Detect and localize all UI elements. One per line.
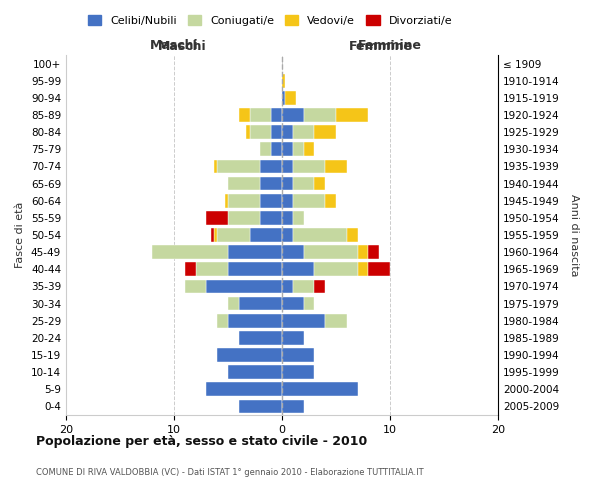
Bar [368, 246, 379, 259]
Bar [347, 228, 358, 242]
Bar [260, 176, 282, 190]
Bar [358, 262, 368, 276]
Bar [282, 382, 358, 396]
Bar [293, 211, 304, 224]
Bar [293, 228, 347, 242]
Bar [282, 160, 293, 173]
Bar [228, 176, 260, 190]
Text: Maschi: Maschi [149, 38, 199, 52]
Bar [247, 126, 250, 139]
Bar [282, 366, 314, 379]
Bar [282, 296, 304, 310]
Bar [225, 194, 228, 207]
Bar [214, 160, 217, 173]
Bar [282, 400, 304, 413]
Bar [282, 280, 293, 293]
Text: Femmine: Femmine [358, 38, 422, 52]
Bar [304, 296, 314, 310]
Bar [260, 142, 271, 156]
Bar [325, 160, 347, 173]
Bar [228, 194, 260, 207]
Bar [271, 142, 282, 156]
Bar [304, 108, 336, 122]
Text: Maschi: Maschi [158, 40, 207, 52]
Bar [217, 314, 228, 328]
Text: Femmine: Femmine [349, 40, 413, 52]
Bar [271, 108, 282, 122]
Bar [185, 280, 206, 293]
Bar [282, 211, 293, 224]
Bar [293, 194, 325, 207]
Bar [228, 366, 282, 379]
Bar [206, 382, 282, 396]
Bar [239, 108, 250, 122]
Bar [271, 126, 282, 139]
Bar [217, 228, 250, 242]
Bar [314, 262, 358, 276]
Bar [282, 108, 304, 122]
Bar [293, 280, 314, 293]
Bar [206, 211, 228, 224]
Bar [217, 160, 260, 173]
Bar [282, 228, 293, 242]
Bar [336, 108, 368, 122]
Text: Popolazione per età, sesso e stato civile - 2010: Popolazione per età, sesso e stato civil… [36, 435, 367, 448]
Bar [368, 262, 390, 276]
Bar [282, 194, 293, 207]
Bar [293, 142, 304, 156]
Y-axis label: Anni di nascita: Anni di nascita [569, 194, 579, 276]
Bar [282, 176, 293, 190]
Bar [285, 91, 296, 104]
Bar [282, 91, 285, 104]
Bar [250, 228, 282, 242]
Bar [282, 262, 314, 276]
Bar [282, 331, 304, 344]
Bar [239, 296, 282, 310]
Bar [228, 262, 282, 276]
Bar [325, 194, 336, 207]
Bar [293, 126, 314, 139]
Bar [250, 126, 271, 139]
Bar [314, 280, 325, 293]
Bar [217, 348, 282, 362]
Bar [325, 314, 347, 328]
Bar [211, 228, 214, 242]
Bar [260, 211, 282, 224]
Bar [304, 142, 314, 156]
Bar [358, 246, 368, 259]
Text: COMUNE DI RIVA VALDOBBIA (VC) - Dati ISTAT 1° gennaio 2010 - Elaborazione TUTTIT: COMUNE DI RIVA VALDOBBIA (VC) - Dati IST… [36, 468, 424, 477]
Bar [282, 348, 314, 362]
Bar [206, 280, 282, 293]
Bar [260, 160, 282, 173]
Legend: Celibi/Nubili, Coniugati/e, Vedovi/e, Divorziati/e: Celibi/Nubili, Coniugati/e, Vedovi/e, Di… [83, 10, 457, 30]
Bar [228, 296, 239, 310]
Bar [293, 160, 325, 173]
Bar [185, 262, 196, 276]
Bar [228, 314, 282, 328]
Bar [228, 211, 260, 224]
Bar [282, 314, 325, 328]
Bar [228, 246, 282, 259]
Bar [214, 228, 217, 242]
Bar [314, 126, 336, 139]
Bar [293, 176, 314, 190]
Bar [239, 400, 282, 413]
Bar [282, 142, 293, 156]
Bar [304, 246, 358, 259]
Bar [196, 262, 228, 276]
Bar [152, 246, 228, 259]
Bar [314, 176, 325, 190]
Y-axis label: Fasce di età: Fasce di età [16, 202, 25, 268]
Bar [282, 246, 304, 259]
Bar [260, 194, 282, 207]
Bar [239, 331, 282, 344]
Bar [282, 74, 285, 88]
Bar [282, 126, 293, 139]
Bar [250, 108, 271, 122]
